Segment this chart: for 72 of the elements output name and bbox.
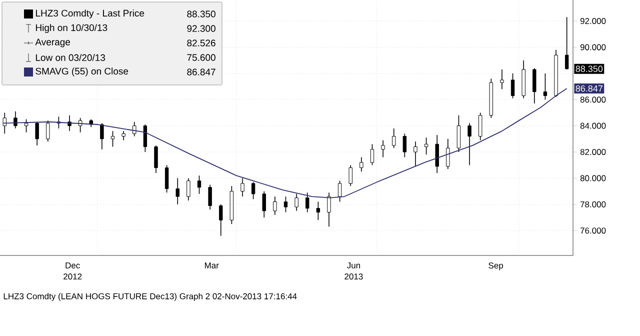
annotation: 88.350 (187, 10, 216, 18)
candlestick (564, 16, 569, 70)
candlestick (24, 118, 28, 133)
y-tick-label: 80.000 (580, 175, 606, 182)
y-tick-label: 82.000 (580, 148, 606, 155)
candlestick (122, 130, 126, 141)
candlestick (456, 114, 461, 152)
annotation: 86.847 (576, 85, 602, 92)
candlestick (446, 138, 450, 170)
candlestick (402, 133, 407, 158)
candlestick (348, 164, 352, 186)
y-tick-label: 92.000 (580, 18, 606, 24)
candlestick (164, 164, 169, 193)
x-tick-label: Mar (204, 262, 219, 268)
candlestick (110, 130, 115, 148)
x-tick-label: Dec (66, 262, 80, 268)
candlestick (176, 178, 180, 205)
annotation: 82.526 (187, 40, 216, 46)
candlestick (197, 175, 202, 194)
candlestick (284, 196, 288, 213)
candlestick (478, 112, 482, 141)
candlestick (510, 73, 515, 99)
legend-label: LHZ3 Comdty - Last Price (36, 10, 144, 18)
candlestick (100, 122, 104, 150)
y-tick-label: 84.000 (580, 122, 606, 129)
candlestick (251, 182, 256, 200)
annotation: Average (35, 38, 70, 48)
x-tick-label: Jun (346, 262, 360, 268)
candlestick (414, 141, 418, 167)
annotation: 86.847 (187, 68, 216, 76)
candlestick (154, 145, 158, 174)
candlestick (143, 124, 148, 152)
candlestick (500, 69, 504, 90)
candlestick (360, 156, 364, 172)
annotation: 88.350 (576, 66, 603, 72)
candlestick (338, 180, 342, 202)
y-tick-label: 78.000 (580, 201, 606, 208)
candlestick (468, 122, 472, 166)
legend-label: SMAVG (55) on Close (36, 68, 128, 76)
text: 2013 (344, 273, 363, 280)
candlestick (208, 184, 212, 210)
candlestick (132, 121, 136, 137)
candlestick (35, 121, 39, 146)
candlestick (392, 128, 396, 148)
annotation: 92.300 (187, 25, 216, 32)
text: 2012 (64, 273, 82, 280)
candlestick (424, 137, 428, 156)
candlestick (219, 204, 223, 236)
candlestick (294, 194, 298, 212)
candlestick (316, 201, 320, 220)
annotation: 75.600 (187, 54, 216, 61)
candlestick (2, 112, 6, 134)
candlestick (240, 178, 244, 197)
y-tick-label: 86.000 (580, 96, 606, 103)
y-tick-label: 76.000 (580, 228, 606, 234)
candlestick (186, 178, 190, 201)
candlestick (532, 68, 536, 104)
text: LHZ3 Comdty (LEAN HOGS FUTURE Dec13) Graph 2 02-Nov-2013 17:16:44 (4, 293, 297, 301)
candlestick (327, 192, 331, 228)
candlestick (435, 134, 439, 174)
y-tick-label: 90.000 (580, 44, 606, 50)
candlestick (381, 140, 385, 158)
candlestick (262, 190, 266, 218)
candlestick (370, 144, 374, 166)
candlestick (306, 192, 310, 213)
annotation: Low on 03/20/13 (36, 54, 106, 61)
candlestick (46, 120, 50, 142)
candlestick (273, 196, 277, 216)
x-tick-label: Sep (488, 262, 503, 270)
annotation: High on 10/30/13 (36, 24, 108, 33)
candlestick (14, 110, 18, 129)
candlestick (543, 73, 548, 100)
